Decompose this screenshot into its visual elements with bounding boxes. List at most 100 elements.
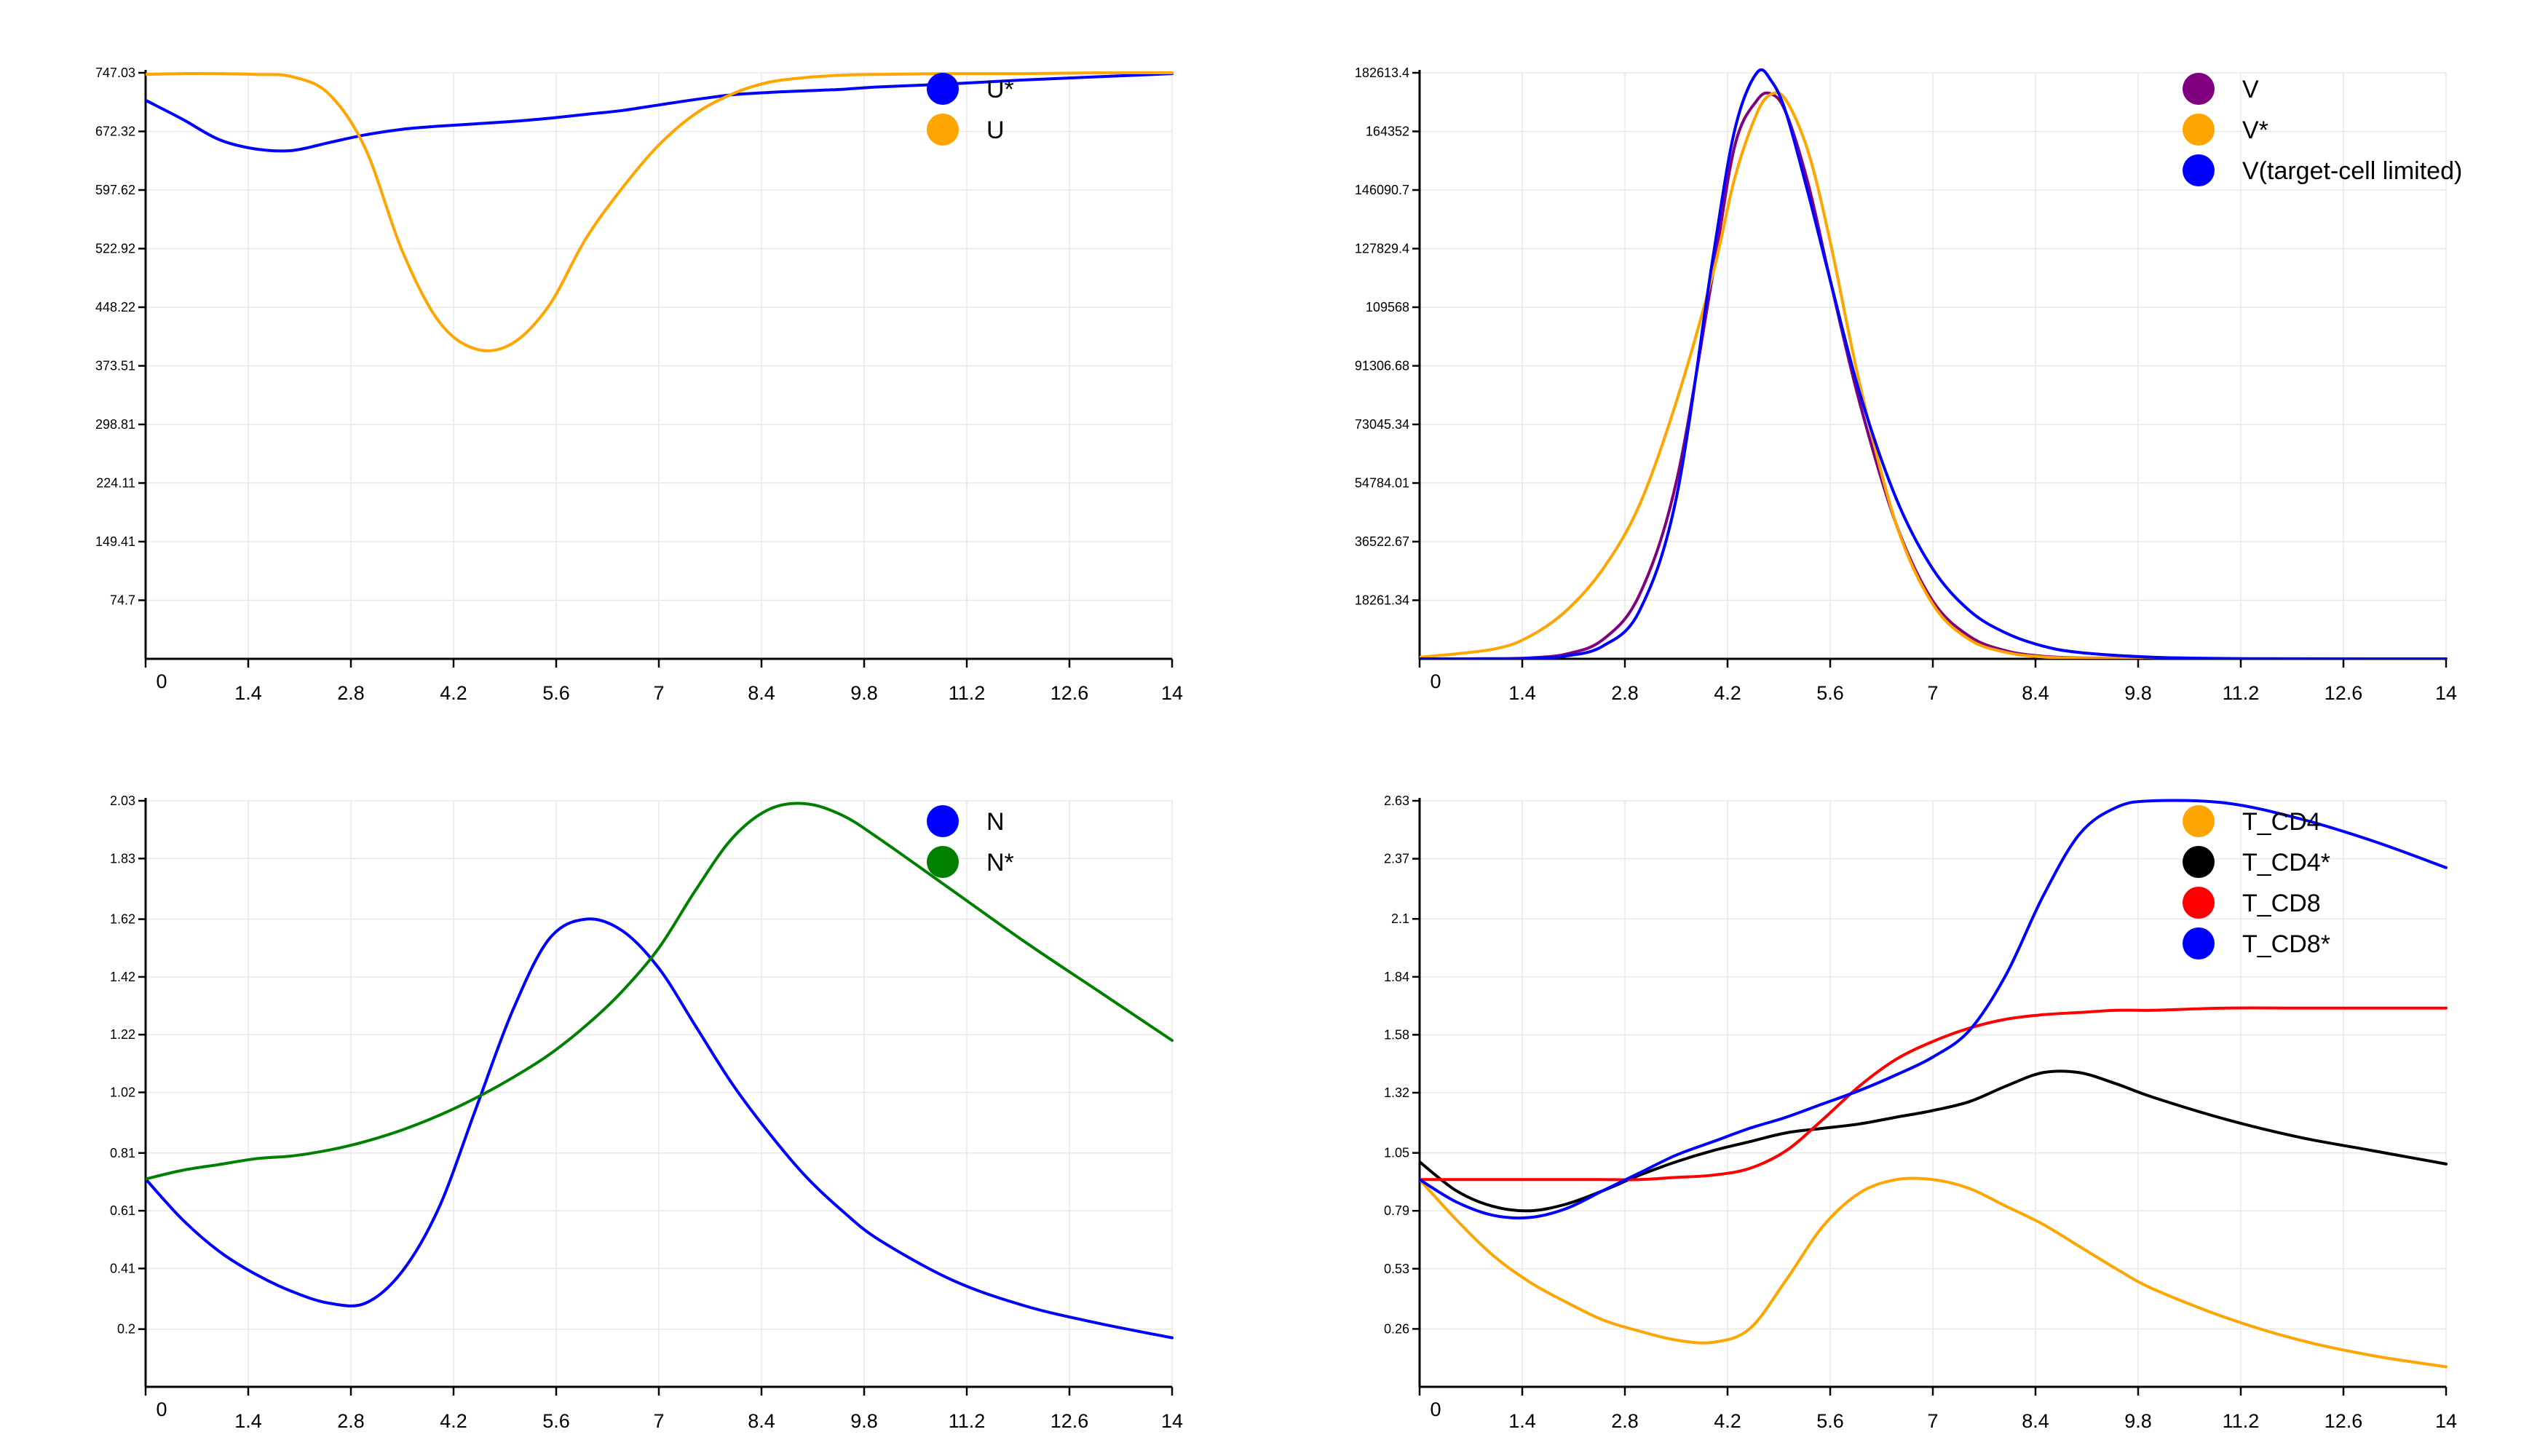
x-tick-label: 11.2: [2223, 682, 2260, 704]
y-tick-label: 224.11: [96, 475, 135, 490]
y-tick-label: 73045.34: [1355, 417, 1409, 432]
legend: T_CD4 T_CD4* T_CD8 T_CD8*: [2183, 805, 2330, 960]
y-tick-label: 597.62: [95, 183, 135, 197]
x-tick-label: 0: [156, 1398, 167, 1420]
y-tick-label: 0.79: [1384, 1203, 1409, 1218]
legend-marker: [2183, 154, 2215, 186]
series-lines: [146, 802, 1174, 1340]
legend-label: U*: [986, 76, 1014, 103]
y-tick-label: 2.63: [1384, 794, 1409, 808]
legend-marker: [927, 73, 959, 105]
y-tick-label: 522.92: [95, 242, 135, 256]
grid-lines: [1420, 72, 2447, 659]
legend-label: U: [986, 116, 1005, 144]
legend-label: T_CD4*: [2242, 849, 2330, 877]
legend-label: N: [986, 808, 1005, 836]
y-tick-label: 182613.4: [1355, 66, 1409, 80]
y-tick-label: 54784.01: [1355, 476, 1409, 491]
x-tick-label: 11.2: [949, 1410, 986, 1432]
x-tick-label: 2.8: [337, 682, 365, 704]
legend-marker: [927, 805, 959, 837]
series-line-u: [146, 71, 1174, 352]
x-tick-label: 8.4: [748, 1410, 775, 1432]
series-line-n: [146, 917, 1174, 1340]
chart-panel-bottom-left: 0 1.4 2.8 4.2 5.6 7 8.4 9.8 11.2 12.6 14 2.03 1.83 1.…: [110, 794, 1183, 1432]
legend: N N*: [927, 805, 1014, 878]
x-tick-label: 9.8: [850, 1410, 878, 1432]
x-tick-label: 8.4: [2022, 682, 2049, 704]
y-tick-label: 0.41: [110, 1261, 135, 1275]
legend: V V* V(target-cell limited): [2183, 73, 2462, 186]
x-tick-label: 2.8: [337, 1410, 365, 1432]
y-tick-label: 1.22: [110, 1027, 135, 1042]
x-tick-label: 9.8: [850, 682, 878, 704]
y-tick-label: 127829.4: [1355, 241, 1409, 256]
y-tick-label: 1.42: [110, 970, 135, 984]
y-tick-label: 0.26: [1384, 1321, 1409, 1336]
y-tick-label: 0.61: [110, 1203, 135, 1218]
series-lines: [1420, 68, 2448, 659]
legend-label: T_CD8: [2242, 890, 2321, 917]
x-tick-label: 11.2: [949, 682, 986, 704]
series-line-n: [146, 802, 1174, 1181]
y-tick-label: 1.32: [1384, 1085, 1409, 1100]
x-tick-label: 7: [1927, 1410, 1938, 1432]
series-line-v: [1420, 91, 2448, 659]
x-tick-label: 14: [2435, 682, 2457, 704]
y-tick-label: 1.05: [1384, 1146, 1409, 1160]
y-tick-label: 149.41: [95, 534, 135, 549]
x-tick-label: 7: [1927, 682, 1938, 704]
y-tick-label: 0.2: [117, 1322, 135, 1337]
grid-lines: [146, 800, 1173, 1387]
y-tick-label: 1.58: [1384, 1027, 1409, 1042]
series-lines: [1420, 799, 2448, 1369]
x-tick-label: 0: [1430, 1398, 1441, 1420]
x-tick-label: 5.6: [1816, 1410, 1844, 1432]
y-tick-label: 164352: [1366, 124, 1409, 139]
y-tick-label: 36522.67: [1355, 534, 1409, 549]
x-tick-label: 4.2: [440, 1410, 467, 1432]
series-line-t-cd4: [1420, 1176, 2448, 1369]
legend-marker: [2183, 805, 2215, 837]
y-tick-label: 1.83: [110, 851, 135, 866]
x-tick-label: 8.4: [748, 682, 775, 704]
chart-panel-top-left: 0 1.4 2.8 4.2 5.6 7 8.4 9.8 11.2 12.6 14 747.03 672.…: [95, 66, 1183, 704]
x-tick-label: 11.2: [2223, 1410, 2260, 1432]
legend-marker: [2183, 73, 2215, 105]
y-tick-label: 747.03: [95, 66, 135, 80]
y-tick-label: 1.02: [110, 1085, 135, 1100]
legend-marker: [927, 114, 959, 146]
legend-label: T_CD8*: [2242, 930, 2330, 958]
x-tick-label: 1.4: [1508, 682, 1536, 704]
legend-marker: [927, 846, 959, 878]
x-tick-label: 0: [1430, 670, 1441, 692]
legend-label: V(target-cell limited): [2242, 157, 2462, 185]
y-tick-label: 2.03: [110, 794, 135, 808]
y-tick-label: 1.84: [1384, 970, 1409, 984]
x-tick-label: 1.4: [234, 1410, 262, 1432]
y-tick-label: 1.62: [110, 912, 135, 927]
x-tick-label: 2.8: [1611, 682, 1639, 704]
x-tick-label: 12.6: [2325, 682, 2363, 704]
x-tick-label: 2.8: [1611, 1410, 1639, 1432]
x-tick-label: 5.6: [542, 682, 570, 704]
grid-lines: [1420, 800, 2447, 1387]
y-tick-label: 2.37: [1384, 852, 1409, 866]
legend-marker: [2183, 927, 2215, 960]
series-line-v-target-cell-limited: [1420, 68, 2448, 659]
x-tick-label: 14: [2435, 1410, 2457, 1432]
chart-panel-bottom-right: 0 1.4 2.8 4.2 5.6 7 8.4 9.8 11.2 12.6 14 2.63 2.37 2.…: [1384, 794, 2457, 1432]
series-line-t-cd4: [1420, 1069, 2448, 1213]
x-tick-label: 14: [1161, 682, 1183, 704]
x-tick-label: 12.6: [1051, 682, 1089, 704]
series-line-t-cd8: [1420, 1006, 2448, 1182]
x-tick-label: 9.8: [2124, 682, 2152, 704]
x-tick-label: 9.8: [2124, 1410, 2152, 1432]
y-tick-label: 672.32: [95, 124, 135, 139]
legend-marker: [2183, 887, 2215, 919]
y-tick-label: 146090.7: [1355, 183, 1409, 197]
x-tick-label: 12.6: [2325, 1410, 2363, 1432]
y-tick-label: 18261.34: [1355, 593, 1409, 608]
y-tick-label: 448.22: [95, 300, 135, 314]
